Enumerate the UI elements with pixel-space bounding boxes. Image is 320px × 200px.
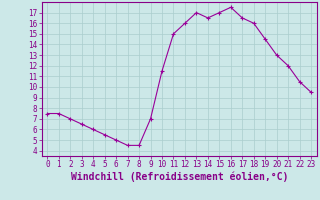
X-axis label: Windchill (Refroidissement éolien,°C): Windchill (Refroidissement éolien,°C) bbox=[70, 172, 288, 182]
